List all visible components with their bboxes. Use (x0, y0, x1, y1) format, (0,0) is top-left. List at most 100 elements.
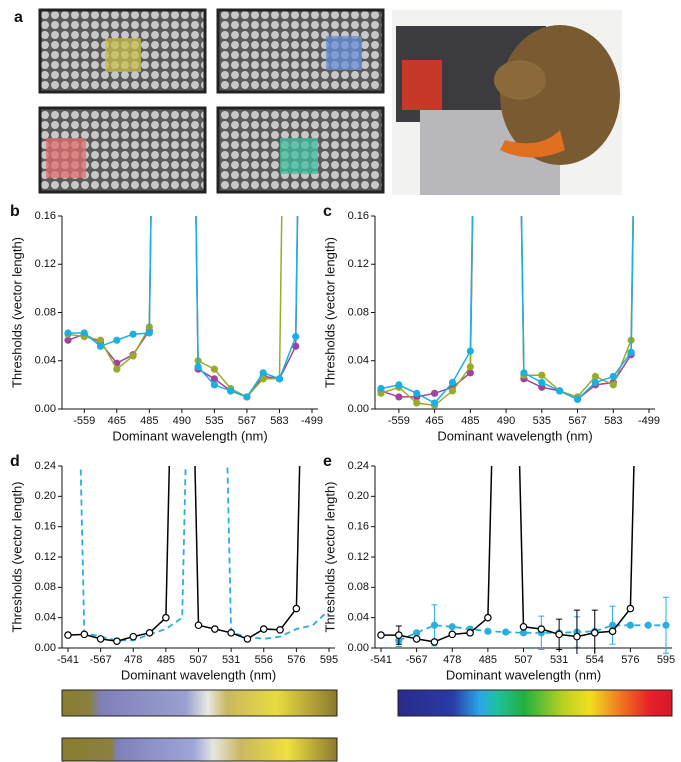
x-tick-label: -567 (90, 654, 112, 666)
y-axis-label: Thresholds (vector length) (9, 237, 24, 388)
data-point (412, 635, 421, 643)
x-tick-label: 531 (222, 654, 240, 666)
data-point (430, 621, 439, 629)
data-point (292, 604, 301, 613)
data-point (64, 336, 72, 344)
y-tick-label: 0.16 (35, 521, 56, 533)
x-tick-label: 535 (533, 415, 551, 427)
data-point (64, 329, 72, 337)
data-point (448, 378, 457, 387)
series-line (79, 466, 330, 642)
y-tick-label: 0.04 (35, 355, 56, 367)
chart: e 0.00 0.04 0.08 0.12 0.16 0.20 0.24 -541 -567 478… (322, 453, 675, 682)
y-tick-label: 0.08 (35, 306, 56, 318)
data-point (538, 371, 546, 379)
x-axis-label: Dominant wavelength (nm) (446, 667, 601, 682)
series-line (380, 216, 634, 407)
data-point (484, 627, 492, 635)
panel-label: d (10, 453, 20, 470)
data-point (113, 336, 121, 344)
data-point (662, 621, 670, 629)
x-tick-label: 478 (443, 654, 461, 666)
x-tick-label: 583 (270, 415, 288, 427)
x-tick-label: 535 (205, 415, 223, 427)
data-point (129, 352, 137, 360)
x-tick-label: 576 (287, 654, 305, 666)
x-tick-label: 583 (604, 415, 622, 427)
y-tick-label: 0.16 (348, 210, 369, 222)
data-point (227, 387, 235, 395)
y-tick-label: 0.24 (35, 460, 56, 472)
data-point (448, 630, 457, 639)
data-point (162, 613, 170, 622)
data-point (377, 384, 385, 393)
data-point (113, 365, 121, 373)
y-tick-label: 0.12 (348, 551, 369, 563)
data-point (413, 399, 421, 407)
x-tick-label: -499 (301, 415, 323, 427)
data-point (609, 372, 617, 381)
x-tick-label: 595 (657, 654, 675, 666)
data-point (431, 389, 439, 397)
data-point (644, 621, 652, 629)
series-line (380, 216, 634, 404)
panel-label: b (10, 203, 20, 220)
y-tick-label: 0.24 (348, 460, 369, 472)
y-tick-label: 0.00 (35, 403, 56, 415)
data-point (520, 369, 528, 377)
data-point (609, 381, 617, 389)
data-point (538, 378, 546, 387)
panel-label: a (14, 9, 23, 26)
x-tick-label: -541 (370, 654, 392, 666)
x-tick-label: 507 (189, 654, 207, 666)
data-point (64, 631, 72, 639)
data-point (243, 393, 251, 401)
data-point (377, 631, 385, 639)
data-point (608, 627, 617, 636)
y-tick-label: 0.00 (348, 403, 369, 415)
data-point (145, 629, 154, 637)
series-line (67, 216, 299, 398)
data-point (484, 613, 492, 622)
y-axis-label: Thresholds (vector length) (9, 481, 24, 632)
data-point (413, 389, 421, 397)
data-point (96, 342, 105, 350)
color-bar (61, 689, 338, 717)
data-point (96, 635, 105, 643)
data-point (466, 347, 474, 355)
data-point (430, 638, 439, 646)
x-tick-label: 465 (108, 415, 126, 427)
x-axis-label: Dominant wavelength (nm) (437, 428, 592, 443)
data-point (259, 625, 268, 633)
panel-label: c (323, 203, 332, 220)
data-point (80, 329, 88, 337)
y-tick-label: 0.00 (348, 642, 369, 654)
data-point (448, 387, 457, 395)
data-point (210, 375, 218, 383)
y-tick-label: 0.04 (348, 612, 369, 624)
x-tick-label: 556 (255, 654, 273, 666)
data-point (590, 629, 599, 637)
y-tick-label: 0.12 (348, 258, 369, 270)
data-point (259, 369, 267, 377)
panel-label: e (323, 453, 332, 470)
data-point (573, 632, 581, 641)
x-tick-label: -567 (406, 654, 428, 666)
x-tick-label: 507 (514, 654, 532, 666)
y-tick-label: 0.04 (348, 355, 369, 367)
stimulus-photos (38, 8, 385, 194)
color-bar (61, 737, 338, 762)
data-point (276, 625, 284, 634)
y-tick-label: 0.00 (35, 642, 56, 654)
x-tick-label: 531 (550, 654, 568, 666)
y-tick-label: 0.12 (35, 551, 56, 563)
data-point (626, 604, 635, 613)
y-tick-label: 0.12 (35, 258, 56, 270)
data-point (591, 372, 600, 381)
plot-area (377, 466, 670, 654)
data-point (211, 625, 219, 633)
y-tick-label: 0.16 (35, 210, 56, 222)
data-point (448, 623, 456, 631)
x-tick-label: 554 (586, 654, 604, 666)
x-tick-label: 567 (238, 415, 256, 427)
